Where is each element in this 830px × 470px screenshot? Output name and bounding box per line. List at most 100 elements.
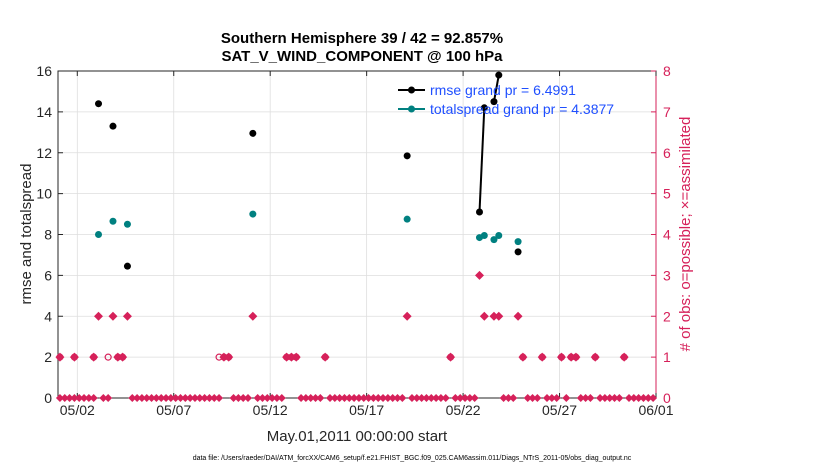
obs-zero-marker [301,394,310,402]
obs-assimilated-marker [286,352,296,362]
obs-zero-marker [89,394,98,402]
obs-assimilated-marker [446,352,456,362]
y-left-tick-label: 12 [36,145,52,161]
spread-point [403,215,411,223]
obs-zero-marker [128,394,137,402]
obs-zero-marker [581,394,590,402]
obs-assimilated-marker [291,352,301,362]
obs-assimilated-marker [566,352,576,362]
obs-zero-marker [407,394,416,402]
rmse-point [95,100,103,108]
legend-spread-label: totalspread grand pr = 4.3877 [430,101,614,117]
obs-zero-marker [306,394,315,402]
obs-assimilated-marker [224,352,234,362]
obs-assimilated-marker [113,352,123,362]
y-right-tick-label: 6 [663,145,671,161]
y-right-tick-label: 5 [663,186,671,202]
obs-zero-marker [335,394,344,402]
obs-zero-marker [576,394,585,402]
obs-zero-marker [504,394,513,402]
obs-zero-marker [171,394,180,402]
obs-zero-marker [234,394,243,402]
obs-zero-marker [166,394,175,402]
obs-zero-marker [195,394,204,402]
obs-assimilated-marker [513,311,523,321]
spread-point [490,236,498,244]
obs-zero-marker [610,394,619,402]
obs-zero-marker [340,394,349,402]
obs-zero-marker [55,394,64,402]
obs-zero-marker [383,394,392,402]
obs-zero-marker [147,394,156,402]
x-tick-label: 05/02 [60,402,95,418]
x-tick-label: 05/17 [349,402,384,418]
obs-zero-marker [461,394,470,402]
obs-zero-marker [70,394,79,402]
y-right-tick-label: 4 [663,227,671,243]
obs-zero-marker [268,394,277,402]
tick-labels: 05/02 05/07 05/12 05/17 05/22 05/27 06/0102468… [36,63,673,418]
obs-assimilated-marker [320,352,330,362]
obs-zero-marker [229,394,238,402]
obs-assimilated-marker [494,311,504,321]
obs-zero-marker [379,394,388,402]
obs-assimilated-marker [69,352,79,362]
obs-zero-marker [369,394,378,402]
rmse-point [123,262,131,270]
obs-zero-marker [345,394,354,402]
obs-zero-marker [104,394,113,402]
obs-assimilated-marker [619,352,629,362]
obs-zero-marker [190,394,199,402]
x-tick-label: 05/12 [253,402,288,418]
spread-point [109,217,117,225]
obs-assimilated-marker [55,352,65,362]
rmse-point [514,248,522,256]
y-right-tick-label: 3 [663,267,671,283]
obs-zero-marker [509,394,518,402]
obs-assimilated-marker [474,270,484,280]
obs-zero-marker [311,394,320,402]
obs-assimilated-marker [571,352,581,362]
chart-title-line2: SAT_V_WIND_COMPONENT @ 100 hPa [221,48,503,65]
obs-zero-marker [427,394,436,402]
obs-zero-marker [417,394,426,402]
obs-zero-marker [157,394,166,402]
obs-zero-marker [639,394,648,402]
obs-zero-marker [499,394,508,402]
obs-assimilated-marker [402,311,412,321]
obs-zero-marker [552,394,561,402]
obs-zero-marker [316,394,325,402]
y-right-tick-label: 1 [663,349,671,365]
obs-zero-marker [436,394,445,402]
obs-zero-marker [133,394,142,402]
obs-assimilated-marker [479,311,489,321]
obs-assimilated-marker [556,352,566,362]
obs-zero-marker [605,394,614,402]
legend-rmse-marker [408,86,415,94]
obs-zero-marker [624,394,633,402]
obs-zero-marker [364,394,373,402]
obs-zero-marker [80,394,89,402]
obs-zero-marker [210,394,219,402]
spread-point [95,231,103,238]
spread-point [514,238,522,246]
obs-zero-marker [200,394,209,402]
obs-assimilated-marker [282,352,292,362]
obs-assimilated-marker [489,311,499,321]
obs-zero-marker [359,394,368,402]
spread-point [495,232,503,240]
obs-zero-marker [258,394,267,402]
obs-zero-marker [528,394,537,402]
legend: rmse grand pr = 6.4991 totalspread grand… [398,82,614,117]
obs-zero-marker [649,394,658,402]
y-right-tick-label: 0 [663,390,671,406]
rmse-point [495,71,503,79]
y-right-tick-label: 7 [663,104,671,120]
obs-zero-marker [99,394,108,402]
y-left-tick-label: 2 [44,349,52,365]
obs-zero-marker [432,394,441,402]
obs-zero-marker [543,394,552,402]
rmse-point [403,152,411,160]
obs-zero-marker [615,394,624,402]
data-marks [55,71,658,402]
